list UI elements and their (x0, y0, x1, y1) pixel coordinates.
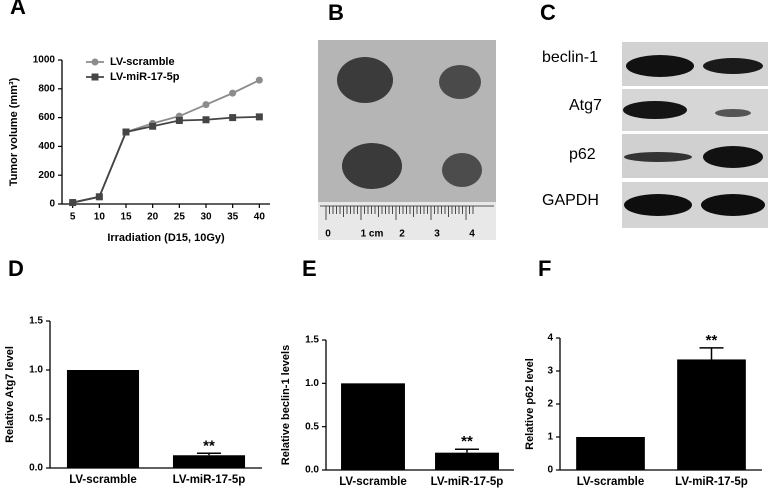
tumor (439, 65, 481, 99)
y-tick-label: 0.0 (29, 463, 43, 474)
y-tick-label: 400 (38, 141, 55, 152)
y-tick-label: 0 (49, 199, 55, 210)
bar (66, 370, 140, 468)
y-tick-label: 2 (547, 399, 553, 410)
significance: ** (461, 433, 473, 450)
ruler-label: 0 (325, 229, 331, 240)
panel-label: F (538, 256, 551, 281)
error-bar (699, 347, 724, 360)
x-tick-label: LV-miR-17-5p (675, 476, 748, 488)
error-bar (197, 452, 221, 456)
significance: ** (203, 437, 215, 454)
marker (229, 89, 237, 97)
x-tick-label: LV-scramble (577, 476, 645, 488)
y-tick-label: 0 (547, 465, 553, 476)
tumor-photo (318, 40, 496, 240)
panel-label: D (8, 256, 24, 281)
band (626, 55, 694, 77)
band (703, 58, 763, 74)
x-tick-label: 10 (94, 212, 106, 223)
y-tick-label: 3 (547, 366, 553, 377)
y-tick-label: 1.5 (29, 316, 43, 327)
marker (95, 193, 103, 201)
ruler-label: 3 (434, 229, 440, 240)
y-axis-label: Relative Atg7 level (4, 346, 16, 443)
marker (255, 76, 263, 84)
bar (172, 455, 246, 468)
x-tick-label: LV-miR-17-5p (431, 476, 504, 488)
x-tick-label: 25 (174, 212, 186, 223)
y-axis-label: Relative p62 level (524, 358, 536, 450)
y-tick-label: 1.0 (29, 365, 43, 376)
panel-label: A (10, 0, 26, 19)
marker (175, 116, 183, 124)
band (701, 194, 765, 216)
blot-label: p62 (569, 146, 596, 163)
y-axis-label: Relative beclin-1 levels (280, 345, 292, 465)
line (72, 115, 260, 204)
x-tick-label: 30 (200, 212, 212, 223)
legend-label: LV-scramble (110, 56, 175, 68)
legend-marker (91, 58, 99, 66)
y-tick-label: 200 (38, 170, 55, 181)
tumor (442, 153, 482, 187)
legend-marker (91, 73, 99, 81)
blot-label: Atg7 (569, 97, 602, 114)
line (72, 79, 260, 204)
y-tick-label: 600 (38, 112, 55, 123)
x-tick-label: 20 (147, 212, 159, 223)
blot (622, 42, 768, 228)
ruler-label: 4 (469, 229, 475, 240)
y-tick-label: 4 (547, 333, 553, 344)
bar (435, 452, 499, 470)
panel-label: B (328, 0, 344, 25)
panel-label: E (302, 256, 317, 281)
x-tick-label: LV-miR-17-5p (173, 474, 246, 486)
band (703, 146, 763, 168)
x-tick-label: 35 (227, 212, 239, 223)
band (623, 101, 687, 119)
band (624, 194, 692, 216)
y-tick-label: 1.0 (305, 378, 319, 389)
x-tick-label: 15 (120, 212, 132, 223)
band (715, 109, 751, 117)
tumor (342, 143, 402, 189)
x-tick-label: 40 (254, 212, 266, 223)
y-tick-label: 1000 (33, 55, 56, 66)
legend-label: LV-miR-17-5p (110, 71, 180, 83)
tumor (337, 57, 393, 103)
y-tick-label: 1 (547, 432, 553, 443)
y-tick-label: 0.5 (29, 414, 43, 425)
marker (122, 128, 130, 136)
y-tick-label: 0.5 (305, 421, 319, 432)
y-tick-label: 1.5 (305, 335, 319, 346)
bar (576, 437, 645, 470)
x-tick-label: 5 (70, 212, 76, 223)
y-tick-label: 0.0 (305, 465, 319, 476)
blot-label: GAPDH (542, 192, 599, 209)
bar (677, 359, 746, 470)
y-axis-label: Tumor volume (mm³) (8, 77, 20, 186)
marker (202, 116, 210, 124)
marker (229, 114, 237, 122)
error-bar (455, 448, 479, 453)
bar (341, 383, 405, 470)
marker (202, 101, 210, 109)
marker (69, 199, 77, 207)
y-tick-label: 800 (38, 83, 55, 94)
marker (149, 122, 157, 130)
ruler-label: 2 (399, 229, 405, 240)
band (624, 152, 692, 162)
x-axis-label: Irradiation (D15, 10Gy) (107, 232, 225, 244)
blot-label: beclin-1 (542, 49, 598, 66)
x-tick-label: LV-scramble (69, 474, 137, 486)
ruler-label: 1 cm (361, 229, 384, 240)
significance: ** (706, 332, 718, 349)
marker (255, 113, 263, 121)
x-tick-label: LV-scramble (339, 476, 407, 488)
panel-label: C (540, 0, 556, 25)
